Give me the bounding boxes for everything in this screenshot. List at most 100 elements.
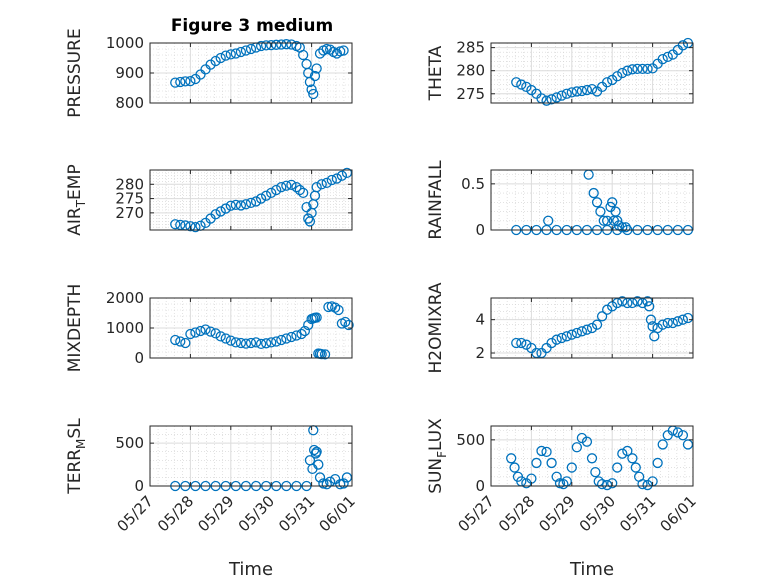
data-point bbox=[281, 39, 292, 50]
data-point bbox=[316, 348, 327, 360]
data-point bbox=[266, 39, 277, 51]
x-axis-label: Time bbox=[569, 559, 614, 580]
data-point bbox=[566, 329, 577, 340]
data-series bbox=[170, 301, 354, 360]
y-tick-label: 500 bbox=[115, 434, 144, 452]
x-axis-label: Time bbox=[228, 559, 273, 580]
data-point bbox=[662, 317, 673, 329]
data-point bbox=[531, 457, 542, 469]
data-point bbox=[541, 95, 552, 106]
data-point bbox=[620, 222, 631, 233]
data-point bbox=[235, 46, 247, 58]
y-tick-label: 275 bbox=[115, 190, 144, 208]
data-point bbox=[271, 184, 282, 196]
data-series bbox=[511, 296, 694, 359]
data-point bbox=[341, 472, 353, 483]
data-point bbox=[271, 336, 282, 347]
data-point bbox=[286, 331, 297, 343]
data-point bbox=[556, 90, 567, 101]
data-point bbox=[617, 448, 628, 459]
data-point bbox=[637, 63, 648, 74]
data-point bbox=[245, 197, 257, 209]
data-point bbox=[677, 40, 689, 51]
data-point bbox=[607, 197, 618, 208]
data-point bbox=[225, 200, 236, 211]
data-point bbox=[220, 203, 231, 214]
data-point bbox=[230, 199, 242, 211]
data-point bbox=[303, 319, 314, 331]
data-point bbox=[240, 199, 252, 210]
subplot-h2omixra: 2 4 H2OMIXRA bbox=[426, 282, 694, 374]
data-point bbox=[627, 64, 638, 75]
data-point bbox=[260, 190, 272, 201]
data-point bbox=[588, 187, 599, 199]
data-point bbox=[311, 312, 322, 323]
data-point bbox=[306, 84, 317, 95]
data-point bbox=[672, 316, 683, 327]
data-point bbox=[321, 479, 332, 490]
y-axis-label: RAINFALL bbox=[426, 160, 446, 240]
data-point bbox=[175, 219, 186, 231]
data-point bbox=[235, 337, 247, 349]
data-point bbox=[682, 312, 694, 324]
data-point bbox=[230, 337, 242, 348]
data-point bbox=[235, 200, 247, 211]
subplot-pressure: 800 900 1000 PRESSURE bbox=[65, 28, 353, 118]
data-point bbox=[333, 304, 344, 316]
data-point bbox=[642, 296, 653, 307]
data-point bbox=[561, 88, 572, 99]
data-point bbox=[170, 77, 181, 88]
data-point bbox=[240, 338, 252, 349]
data-point bbox=[591, 197, 603, 208]
data-point bbox=[576, 85, 588, 97]
subplot-rainfall: 0 0.5 RAINFALL bbox=[426, 160, 694, 240]
data-point bbox=[314, 472, 326, 483]
data-point bbox=[630, 462, 641, 473]
axes-box bbox=[490, 297, 694, 359]
data-point bbox=[321, 177, 332, 189]
data-point bbox=[200, 324, 211, 335]
data-point bbox=[225, 335, 236, 346]
data-point bbox=[596, 311, 608, 322]
data-point bbox=[571, 86, 582, 97]
data-point bbox=[298, 49, 309, 61]
y-tick-label: 4 bbox=[475, 311, 485, 329]
data-point bbox=[276, 39, 287, 50]
data-point bbox=[301, 201, 312, 213]
data-point bbox=[632, 296, 643, 307]
data-point bbox=[215, 52, 226, 64]
data-point bbox=[341, 167, 353, 179]
data-point bbox=[215, 331, 226, 342]
data-point bbox=[281, 180, 292, 191]
y-axis-label: PRESSURE bbox=[65, 28, 85, 117]
data-point bbox=[215, 206, 226, 217]
data-point bbox=[677, 314, 689, 325]
data-point bbox=[652, 457, 663, 469]
data-point bbox=[551, 471, 562, 482]
data-point bbox=[220, 333, 231, 344]
y-tick-label: 2000 bbox=[106, 289, 144, 307]
data-series bbox=[170, 39, 349, 100]
data-point bbox=[612, 71, 623, 82]
data-point bbox=[602, 215, 613, 226]
y-tick-label: 0.5 bbox=[461, 175, 485, 193]
data-point bbox=[190, 221, 201, 233]
data-point bbox=[286, 179, 297, 191]
data-point bbox=[210, 328, 221, 339]
data-point bbox=[509, 462, 520, 473]
y-axis-label: TERRMSL bbox=[65, 418, 88, 495]
data-point bbox=[612, 215, 623, 226]
y-axis-label: AIRTEMP bbox=[65, 164, 88, 235]
data-point bbox=[185, 221, 196, 232]
data-point bbox=[180, 76, 191, 87]
data-point bbox=[180, 337, 191, 349]
data-point bbox=[546, 94, 557, 105]
y-tick-label: 2 bbox=[475, 344, 485, 362]
data-point bbox=[260, 40, 272, 51]
data-point bbox=[581, 436, 593, 447]
data-point bbox=[266, 187, 277, 199]
data-point bbox=[319, 349, 331, 360]
data-point bbox=[590, 467, 601, 478]
data-point bbox=[205, 326, 216, 337]
